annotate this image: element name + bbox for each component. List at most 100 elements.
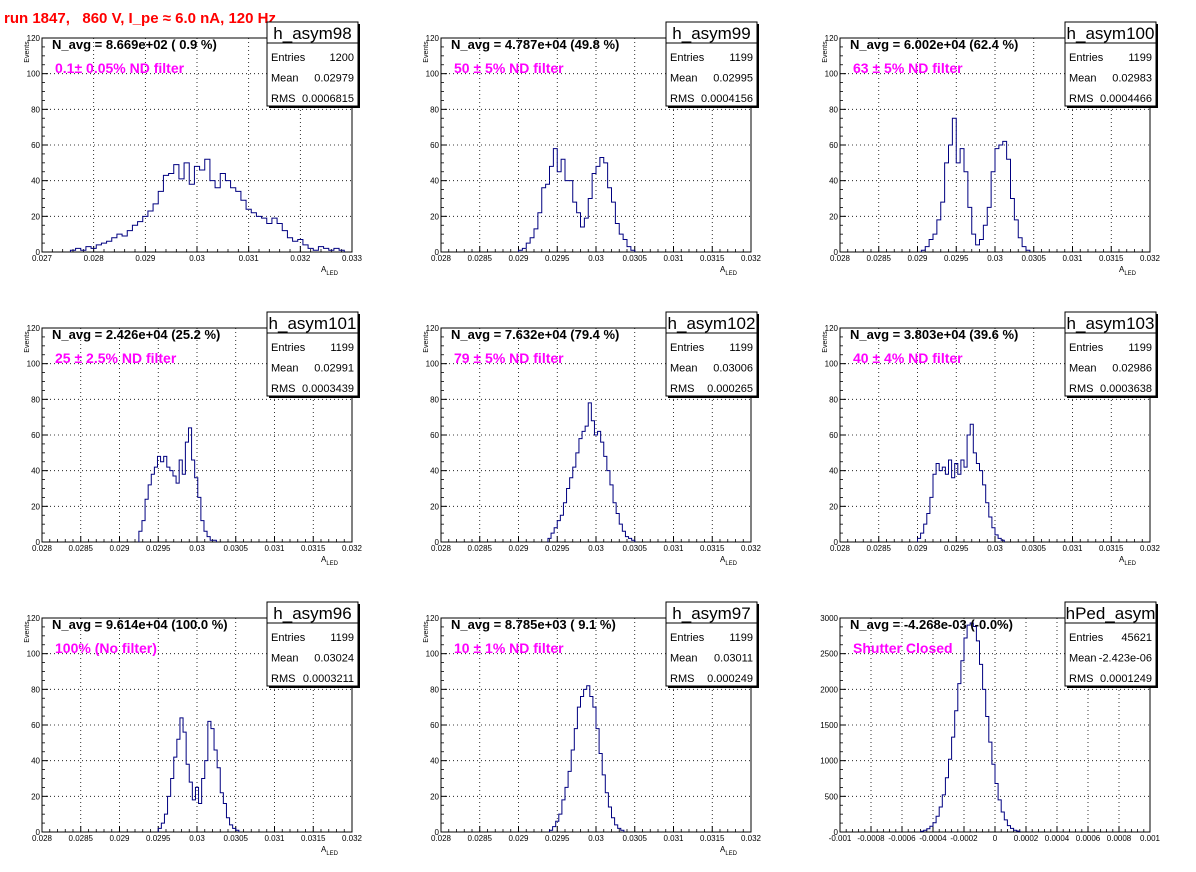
- x-tick-label: 0.0315: [301, 834, 326, 843]
- stats-key: Entries: [271, 342, 306, 354]
- x-tick-label: 0.032: [741, 254, 762, 263]
- panel-h_asym99: 0.028 0.0285 0.029 0.0295 0.03 0.0305 0.031 0.0…: [423, 21, 762, 277]
- y-tick-label: 40: [31, 177, 40, 186]
- x-tick-label: 0.001: [1140, 834, 1161, 843]
- x-tick-label: 0.0305: [1022, 254, 1047, 263]
- x-tick-label: 0.0305: [623, 834, 648, 843]
- stats-key: Mean: [670, 363, 698, 375]
- x-tick-label: 0.0305: [224, 544, 249, 553]
- filter-label: 25 ± 2.5% ND filter: [55, 350, 177, 366]
- histogram-name: h_asym96: [273, 604, 351, 623]
- stats-value: 0.02983: [1112, 73, 1152, 85]
- stats-value: 1199: [729, 632, 753, 644]
- x-tick-label: 0.03: [588, 254, 604, 263]
- x-tick-label: 0.0305: [224, 834, 249, 843]
- stats-value: 0.02986: [1112, 363, 1152, 375]
- panel-hPed_asym: -0.001 -0.0008 -0.0006 -0.0004 -0.0002 0 0.000…: [820, 601, 1161, 843]
- y-tick-label: 60: [430, 431, 439, 440]
- y-axis-label: Events: [24, 621, 31, 643]
- x-tick-label: 0.0315: [301, 544, 326, 553]
- y-tick-label: 120: [825, 34, 839, 43]
- y-tick-label: 0: [36, 538, 41, 547]
- y-tick-label: 80: [31, 105, 40, 114]
- stats-box: [1064, 601, 1157, 687]
- histogram-series: [518, 148, 636, 252]
- stats-value: -2.423e-06: [1099, 653, 1152, 665]
- x-tick-label: 0.03: [987, 254, 1003, 263]
- y-tick-label: 20: [430, 502, 439, 511]
- stats-value: 0.02979: [314, 73, 354, 85]
- stats-key: Entries: [670, 52, 705, 64]
- y-tick-label: 0: [435, 538, 440, 547]
- stats-value: 0.000265: [707, 383, 753, 395]
- x-tick-label: 0.0315: [700, 254, 725, 263]
- stats-key: RMS: [1069, 673, 1093, 685]
- x-tick-label: 0.0008: [1107, 834, 1132, 843]
- stats-value: 0.000249: [707, 673, 753, 685]
- x-tick-label: 0.0285: [468, 544, 493, 553]
- filter-label: 40 ± 4% ND filter: [853, 350, 963, 366]
- y-tick-label: 120: [825, 324, 839, 333]
- y-axis-label: Events: [24, 331, 31, 353]
- x-tick-label: 0.032: [1140, 544, 1161, 553]
- x-tick-label: 0.0285: [867, 544, 892, 553]
- histogram-series: [138, 427, 217, 542]
- stats-box: [266, 21, 359, 107]
- x-tick-label: 0.0305: [623, 254, 648, 263]
- x-tick-label: 0.032: [1140, 254, 1161, 263]
- y-axis-label: Events: [423, 41, 430, 63]
- x-tick-label: 0.032: [741, 834, 762, 843]
- histogram-name: h_asym97: [672, 604, 750, 623]
- panel-h_asym96: 0.028 0.0285 0.029 0.0295 0.03 0.0305 0.031 0.0…: [24, 601, 363, 857]
- stats-value: 0.0003211: [303, 673, 354, 685]
- panel-h_asym100: 0.028 0.0285 0.029 0.0295 0.03 0.0305 0.031 0.0…: [822, 21, 1161, 277]
- x-tick-label: 0.031: [663, 544, 684, 553]
- x-tick-label: 0.028: [32, 544, 53, 553]
- y-axis-label: Events: [822, 41, 829, 63]
- stats-key: RMS: [271, 93, 295, 105]
- y-tick-label: 20: [829, 212, 838, 221]
- navg-label: N_avg = 4.787e+04 (49.8 %): [451, 37, 619, 52]
- y-tick-label: 100: [825, 70, 839, 79]
- x-tick-label: -0.0002: [950, 834, 978, 843]
- y-tick-label: 100: [27, 360, 41, 369]
- x-axis-label: ALED: [720, 845, 738, 857]
- x-tick-label: 0.028: [431, 544, 452, 553]
- stats-key: Mean: [271, 653, 299, 665]
- stats-key: RMS: [670, 673, 694, 685]
- y-tick-label: 60: [31, 721, 40, 730]
- stats-key: RMS: [271, 383, 295, 395]
- y-tick-label: 20: [31, 502, 40, 511]
- histogram-series: [920, 622, 1021, 832]
- y-tick-label: 40: [430, 177, 439, 186]
- stats-box: [665, 311, 758, 397]
- y-tick-label: 80: [31, 685, 40, 694]
- x-tick-label: 0.0285: [69, 834, 94, 843]
- stats-value: 1199: [729, 52, 753, 64]
- y-tick-label: 100: [27, 650, 41, 659]
- x-tick-label: 0.0285: [468, 254, 493, 263]
- stats-key: Entries: [271, 52, 306, 64]
- y-tick-label: 100: [825, 360, 839, 369]
- stats-box: [1064, 21, 1157, 107]
- histogram-name: hPed_asym: [1066, 604, 1156, 623]
- histogram-name: h_asym103: [1067, 314, 1155, 333]
- y-tick-label: 100: [426, 70, 440, 79]
- stats-value: 0.03024: [314, 653, 354, 665]
- y-tick-label: 0: [834, 248, 839, 257]
- x-tick-label: -0.0004: [919, 834, 947, 843]
- stats-key: Entries: [670, 632, 705, 644]
- navg-label: N_avg = 8.669e+02 ( 0.9 %): [52, 37, 217, 52]
- x-tick-label: 0.0315: [700, 544, 725, 553]
- x-tick-label: 0.03: [987, 544, 1003, 553]
- panel-h_asym98: 0.027 0.028 0.029 0.03 0.031 0.032 0.033 0 20 40 6…: [24, 21, 363, 277]
- y-tick-label: 100: [27, 70, 41, 79]
- histogram-series: [549, 685, 625, 832]
- histogram-series: [157, 717, 240, 832]
- y-tick-label: 20: [31, 212, 40, 221]
- panel-h_asym103: 0.028 0.0285 0.029 0.0295 0.03 0.0305 0.031 0.0…: [822, 311, 1161, 567]
- histogram-series: [920, 117, 1031, 252]
- panel-h_asym101: 0.028 0.0285 0.029 0.0295 0.03 0.0305 0.031 0.0…: [24, 311, 363, 567]
- x-tick-label: 0.0295: [545, 544, 570, 553]
